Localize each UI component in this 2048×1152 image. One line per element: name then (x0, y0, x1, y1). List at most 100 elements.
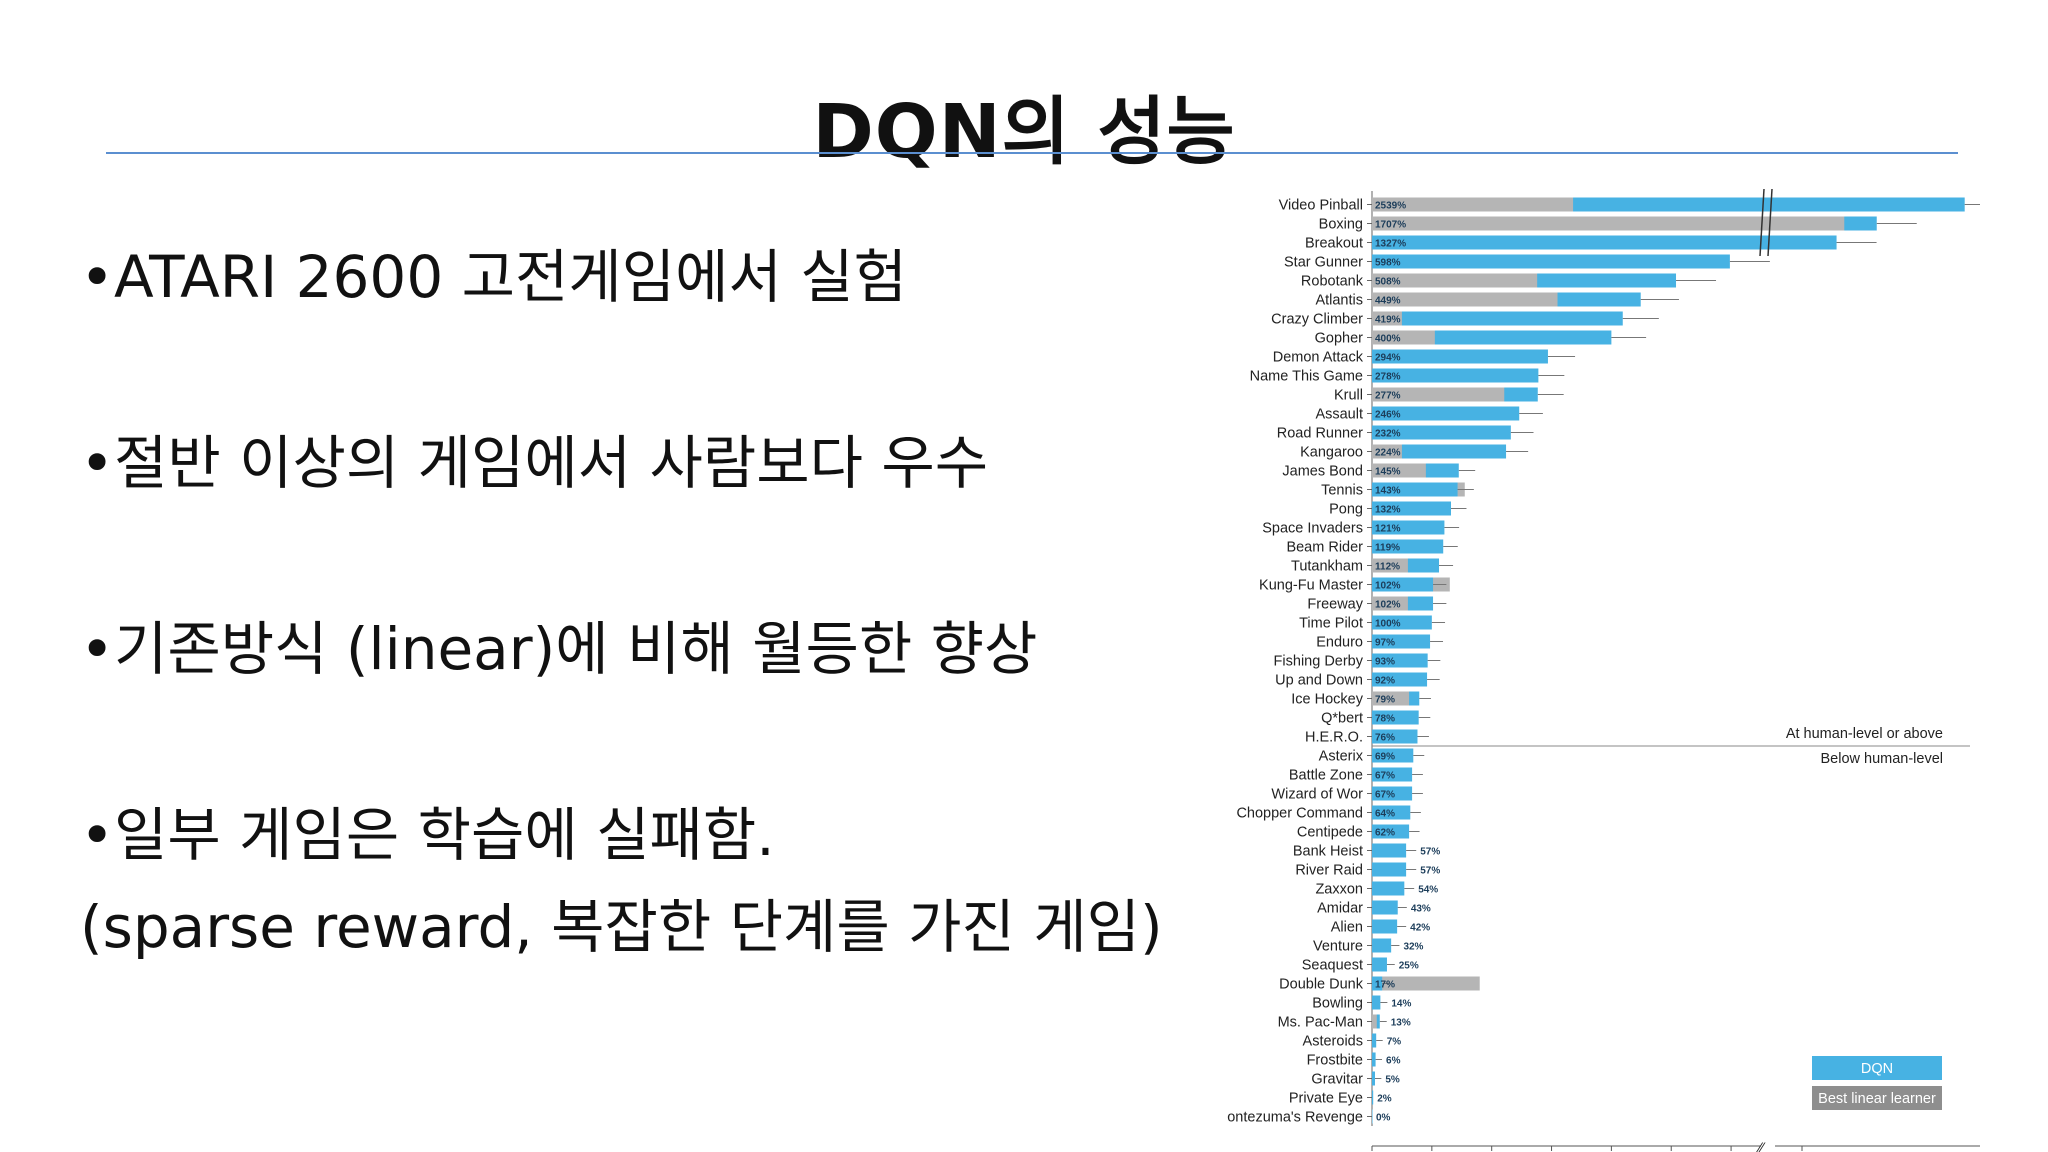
dqn-bar (1372, 862, 1407, 877)
percent-label: 400% (1375, 334, 1401, 345)
percent-label: 93% (1375, 657, 1395, 668)
percent-label: 76% (1375, 733, 1395, 744)
dqn-bar (1372, 824, 1410, 839)
bullet-item: •절반 이상의 게임에서 사람보다 우수 (80, 416, 988, 500)
game-label: Crazy Climber (1271, 312, 1363, 328)
game-label: Battle Zone (1289, 768, 1363, 784)
percent-label: 145% (1375, 467, 1401, 478)
game-label: Demon Attack (1273, 350, 1364, 366)
game-label: Tutankham (1291, 559, 1363, 575)
bullet-dot: • (80, 429, 115, 497)
percent-label: 1707% (1375, 220, 1406, 231)
x-axis-break: ⁄⁄ (1756, 1139, 1766, 1152)
game-label: Kangaroo (1300, 445, 1363, 461)
dqn-bar (1372, 653, 1428, 668)
bullet-item: •ATARI 2600 고전게임에서 실험 (80, 230, 907, 314)
game-label: Gravitar (1311, 1072, 1363, 1088)
percent-label: 508% (1375, 277, 1401, 288)
dqn-bar (1372, 995, 1381, 1010)
legend-linear-label: Best linear learner (1818, 1091, 1936, 1107)
axis-break-mark (1767, 188, 1773, 257)
bullet-text: ATARI 2600 고전게임에서 실험 (114, 243, 907, 311)
bullet-dot: • (80, 615, 115, 683)
linear-bar (1372, 330, 1435, 345)
page-title: DQN의 성능 (812, 89, 1236, 175)
percent-label: 121% (1375, 524, 1401, 535)
game-label: H.E.R.O. (1305, 730, 1363, 746)
percent-label: 246% (1375, 410, 1401, 421)
game-label: Chopper Command (1236, 806, 1363, 822)
percent-label: 79% (1375, 695, 1395, 706)
dqn-bar (1372, 501, 1451, 516)
game-label: Bank Heist (1293, 844, 1363, 860)
percent-label: 102% (1375, 581, 1401, 592)
dqn-bar (1372, 957, 1387, 972)
percent-label: 419% (1375, 315, 1401, 326)
title-divider (106, 152, 1958, 154)
dqn-bar (1372, 634, 1431, 649)
game-label: Q*bert (1321, 711, 1363, 727)
legend-linear-swatch (1812, 1086, 1942, 1110)
percent-label: 294% (1375, 353, 1401, 364)
game-label: Zaxxon (1315, 882, 1363, 898)
percent-label: 57% (1420, 866, 1440, 877)
game-label: Name This Game (1250, 369, 1363, 385)
dqn-bar (1372, 406, 1520, 421)
dqn-bar (1372, 368, 1539, 383)
game-label: Robotank (1301, 274, 1364, 290)
dqn-bar (1372, 976, 1383, 991)
percent-label: 97% (1375, 638, 1395, 649)
percent-label: 100% (1375, 619, 1401, 630)
percent-label: 598% (1375, 258, 1401, 269)
linear-bar (1372, 292, 1558, 307)
dqn-bar (1372, 482, 1458, 497)
game-label: Video Pinball (1279, 198, 1363, 214)
percent-label: 14% (1391, 999, 1411, 1010)
game-label: Private Eye (1289, 1091, 1363, 1107)
percent-label: 119% (1375, 543, 1400, 554)
legend-dqn-swatch (1812, 1056, 1942, 1080)
percent-label: 42% (1410, 923, 1430, 934)
bullet-text: 절반 이상의 게임에서 사람보다 우수 (114, 429, 989, 497)
game-label: Asteroids (1303, 1034, 1363, 1050)
game-label: Tennis (1321, 483, 1363, 499)
percent-label: 43% (1411, 904, 1431, 915)
game-label: Centipede (1297, 825, 1363, 841)
percent-label: 112% (1375, 562, 1400, 573)
game-label: Kung-Fu Master (1259, 578, 1363, 594)
game-label: Star Gunner (1284, 255, 1363, 271)
percent-label: 132% (1375, 505, 1401, 516)
linear-bar (1372, 216, 1845, 231)
game-label: Freeway (1307, 597, 1363, 613)
dqn-bar (1372, 919, 1398, 934)
game-label: Amidar (1317, 901, 1363, 917)
game-label: Up and Down (1275, 673, 1363, 689)
percent-label: 278% (1375, 372, 1401, 383)
linear-bar (1372, 596, 1408, 611)
bullet-text: 기존방식 (linear)에 비해 월등한 향상 (114, 615, 1038, 683)
dqn-bar (1372, 881, 1405, 896)
game-label: Boxing (1319, 217, 1363, 233)
dqn-bar (1372, 235, 1837, 250)
percent-label: 67% (1375, 790, 1395, 801)
game-label: Fishing Derby (1274, 654, 1364, 670)
percent-label: 17% (1375, 980, 1395, 991)
dqn-bar (1372, 1033, 1377, 1048)
percent-label: 62% (1375, 828, 1395, 839)
linear-bar (1372, 311, 1402, 326)
dqn-bar (1372, 748, 1414, 763)
game-label: Seaquest (1302, 958, 1363, 974)
linear-bar (1372, 976, 1480, 991)
dqn-bar (1372, 1052, 1376, 1067)
bullet-dot: • (80, 801, 115, 869)
game-label: ontezuma's Revenge (1227, 1110, 1363, 1126)
game-label: Atlantis (1315, 293, 1363, 309)
percent-label: 232% (1375, 429, 1401, 440)
game-label: Time Pilot (1299, 616, 1363, 632)
dqn-bar (1372, 786, 1413, 801)
percent-label: 102% (1375, 600, 1401, 611)
dqn-bar (1372, 805, 1411, 820)
game-label: Pong (1329, 502, 1363, 518)
human-level-above-label: At human-level or above (1786, 726, 1943, 742)
game-label: Wizard of Wor (1271, 787, 1363, 803)
